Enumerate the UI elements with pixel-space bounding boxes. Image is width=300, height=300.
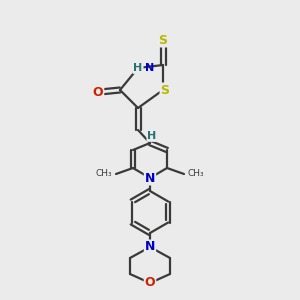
Text: H: H xyxy=(134,63,142,73)
Text: H: H xyxy=(147,131,157,141)
Text: N: N xyxy=(145,172,155,184)
Text: N: N xyxy=(145,241,155,254)
Text: N: N xyxy=(145,63,154,73)
Text: CH₃: CH₃ xyxy=(188,169,205,178)
Text: O: O xyxy=(93,85,103,98)
Text: CH₃: CH₃ xyxy=(95,169,112,178)
Text: S: S xyxy=(158,34,167,46)
Text: S: S xyxy=(160,83,169,97)
Text: O: O xyxy=(145,277,155,290)
